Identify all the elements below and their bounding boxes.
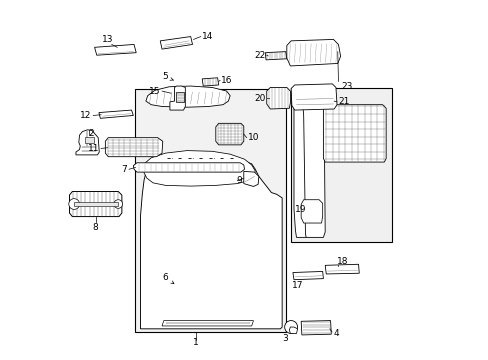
- Text: 4: 4: [333, 329, 338, 338]
- Polygon shape: [202, 78, 218, 86]
- Text: 8: 8: [93, 223, 99, 232]
- Text: 9: 9: [236, 176, 242, 185]
- Text: 14: 14: [201, 32, 212, 41]
- Polygon shape: [301, 91, 325, 237]
- Text: 12: 12: [80, 111, 91, 120]
- Polygon shape: [94, 44, 136, 55]
- Bar: [175, 92, 183, 102]
- Polygon shape: [162, 320, 253, 326]
- Polygon shape: [99, 110, 133, 118]
- Polygon shape: [266, 87, 290, 109]
- Polygon shape: [215, 123, 244, 145]
- Bar: [85, 137, 94, 143]
- Polygon shape: [145, 86, 230, 107]
- Polygon shape: [292, 271, 323, 280]
- Bar: [135, 89, 285, 332]
- Polygon shape: [265, 51, 286, 60]
- Text: 15: 15: [148, 86, 160, 95]
- Polygon shape: [76, 130, 99, 155]
- Text: 2: 2: [88, 129, 94, 138]
- Text: 13: 13: [102, 35, 113, 44]
- Text: 23: 23: [341, 82, 352, 91]
- Text: 6: 6: [162, 273, 174, 284]
- Text: 22: 22: [254, 51, 265, 60]
- Polygon shape: [169, 86, 185, 110]
- Polygon shape: [133, 163, 244, 172]
- Bar: [290, 88, 391, 242]
- Polygon shape: [144, 150, 255, 186]
- Polygon shape: [293, 90, 306, 237]
- Text: 11: 11: [87, 144, 99, 153]
- Text: 1: 1: [193, 338, 199, 347]
- Circle shape: [114, 200, 122, 208]
- Circle shape: [69, 199, 80, 210]
- Text: 3: 3: [281, 334, 287, 343]
- Circle shape: [284, 320, 297, 333]
- Polygon shape: [244, 171, 258, 186]
- Text: 16: 16: [221, 76, 232, 85]
- Polygon shape: [289, 327, 297, 333]
- Polygon shape: [140, 155, 282, 329]
- Text: 5: 5: [162, 72, 173, 81]
- Text: 20: 20: [253, 94, 265, 103]
- Polygon shape: [105, 138, 163, 157]
- Polygon shape: [301, 200, 322, 223]
- Polygon shape: [323, 105, 386, 162]
- Polygon shape: [325, 264, 359, 274]
- Text: 21: 21: [338, 97, 349, 106]
- Text: 7: 7: [121, 165, 126, 174]
- Text: 17: 17: [291, 281, 303, 290]
- Text: 10: 10: [247, 133, 259, 142]
- Polygon shape: [301, 320, 330, 335]
- Bar: [74, 202, 118, 206]
- Text: 19: 19: [295, 205, 306, 214]
- Polygon shape: [286, 40, 340, 66]
- Polygon shape: [69, 192, 122, 217]
- Polygon shape: [290, 84, 336, 110]
- Polygon shape: [160, 37, 192, 49]
- Text: 18: 18: [336, 257, 348, 266]
